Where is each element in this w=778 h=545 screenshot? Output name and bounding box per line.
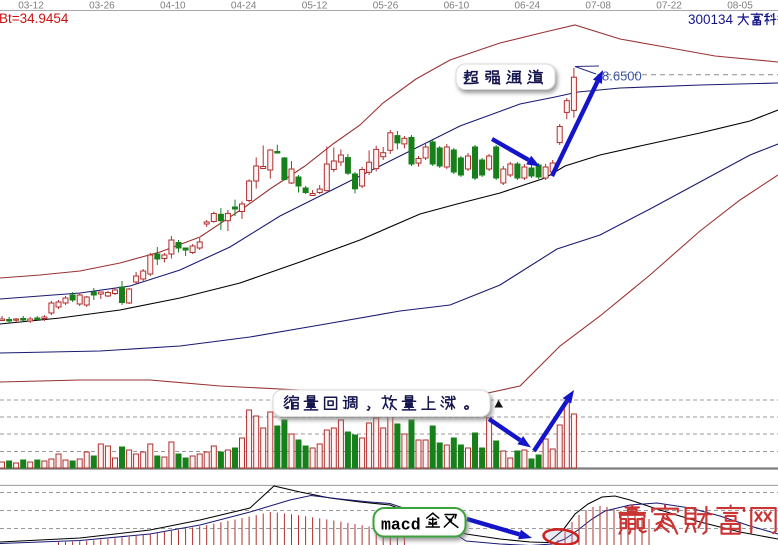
svg-text:8.6500: 8.6500 — [602, 69, 642, 84]
svg-text:08-05: 08-05 — [727, 1, 753, 12]
svg-text:macd: macd — [381, 516, 421, 535]
svg-text:03-12: 03-12 — [18, 1, 44, 12]
svg-text:07-08: 07-08 — [585, 1, 611, 12]
svg-text:04-24: 04-24 — [231, 1, 257, 12]
svg-text:06-24: 06-24 — [515, 1, 541, 12]
svg-text:300134: 300134 — [688, 12, 734, 27]
svg-text:03-26: 03-26 — [89, 1, 115, 12]
svg-text:04-10: 04-10 — [160, 1, 186, 12]
svg-text:05-26: 05-26 — [373, 1, 399, 12]
svg-text:07-22: 07-22 — [656, 1, 682, 12]
svg-text:Bt=34.9454: Bt=34.9454 — [0, 11, 69, 26]
svg-text:06-10: 06-10 — [444, 1, 470, 12]
svg-text:05-12: 05-12 — [302, 1, 328, 12]
